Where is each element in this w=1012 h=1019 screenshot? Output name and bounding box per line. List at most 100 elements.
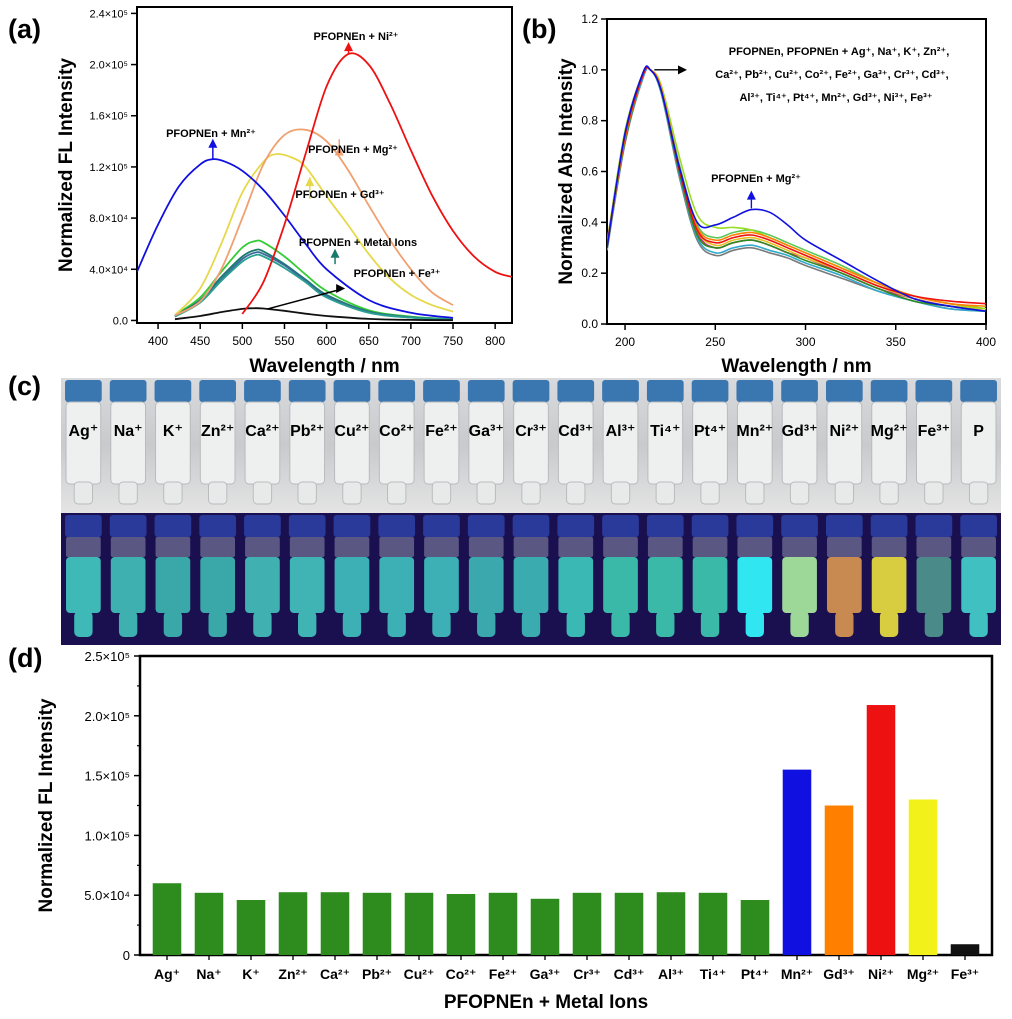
annotation-ni: PFOPNEn + Ni²⁺ xyxy=(314,31,399,43)
x-tick-label-b: 350 xyxy=(886,335,906,349)
series-line-b xyxy=(607,65,986,313)
vial-base-uv xyxy=(566,611,585,637)
vial-body-uv xyxy=(468,557,504,613)
x-tick-label-d: Ga³⁺ xyxy=(530,966,561,982)
y-tick-label-a: 0.0 xyxy=(113,315,128,327)
x-tick-label-d: Pt⁴⁺ xyxy=(741,966,769,982)
vial-label: Cr³⁺ xyxy=(515,423,547,440)
arrow-fe-shaft xyxy=(267,289,340,310)
panel-b-chart: 200 250 300 350 400 0.0 0.2 0.4 0.6 0.8 1.0 1.2 Wave… xyxy=(556,12,996,377)
arrow-mg-head xyxy=(334,146,344,156)
vial-label: Na⁺ xyxy=(114,423,143,440)
vial-cap-day xyxy=(602,380,639,402)
x-tick-label-a: 650 xyxy=(359,334,379,348)
vial-label: Pb²⁺ xyxy=(290,423,324,440)
vial-neck-uv xyxy=(826,537,862,557)
vial-cap-uv xyxy=(378,515,416,537)
vial-label: Al³⁺ xyxy=(606,423,636,440)
vial-cap-day xyxy=(65,380,102,402)
panel-label-b: (b) xyxy=(522,14,556,44)
vial-body-uv xyxy=(961,557,996,613)
vial-label: K⁺ xyxy=(163,423,183,440)
x-tick-label-a: 600 xyxy=(317,334,337,348)
vial-base-uv xyxy=(835,611,854,637)
vial-body-day xyxy=(65,401,102,485)
panel-d-chart: 0 5.0×10⁴ 1.0×10⁵ 1.5×10⁵ 2.0×10⁵ 2.5×10⁵ Ag⁺ N… xyxy=(36,649,994,1013)
y-tick-label-b: 0.4 xyxy=(581,215,598,229)
vial-neck-uv xyxy=(110,537,146,557)
vial-body-uv xyxy=(379,557,415,613)
bar xyxy=(530,898,560,955)
vial-body-day xyxy=(468,401,505,485)
series-group-b xyxy=(607,65,986,313)
x-tick-label-d: K⁺ xyxy=(242,966,260,982)
vial-cap-day xyxy=(109,380,147,402)
vial-neck-uv xyxy=(782,537,817,557)
panel-a-chart: 400 450 500 550 600 650 700 750 800 0.0 4.0×10⁴ 8.0… xyxy=(56,6,513,377)
vial-body-uv xyxy=(737,557,773,613)
y-tick-label-a: 8.0×10⁴ xyxy=(89,213,128,225)
x-axis-label-a: Wavelength / nm xyxy=(249,356,399,377)
series-line-a xyxy=(174,128,454,317)
vial-base-day xyxy=(566,481,586,505)
bar xyxy=(488,892,518,955)
vial-body-day xyxy=(736,401,773,485)
vial-cap-day xyxy=(423,380,460,402)
vial-base-day xyxy=(834,481,855,505)
vial-neck-uv xyxy=(558,537,594,557)
vial-base-day xyxy=(610,481,631,505)
vial-body-day xyxy=(960,401,997,485)
vial-base-day xyxy=(207,481,228,505)
x-tick-label-a: 450 xyxy=(190,334,210,348)
series-line-a xyxy=(174,307,454,322)
vial-neck-uv xyxy=(513,537,549,557)
arrow-gd-head xyxy=(305,177,315,187)
vial-label: Zn²⁺ xyxy=(201,423,234,440)
y-tick-label-a: 4.0×10⁴ xyxy=(89,264,128,276)
vial-body-day xyxy=(826,401,863,485)
bar xyxy=(572,892,602,955)
vial-cap-uv xyxy=(915,515,953,537)
panel-label-c: (c) xyxy=(8,371,41,401)
x-tick-label-d: Cd³⁺ xyxy=(614,966,645,982)
x-tick-label-a: 500 xyxy=(232,334,252,348)
plot-frame-a xyxy=(136,6,513,324)
vial-cap-uv xyxy=(244,515,281,537)
y-tick-label-d: 1.5×10⁵ xyxy=(84,769,130,784)
series-line-a xyxy=(137,158,454,319)
vial-cap-day xyxy=(557,380,595,402)
vial-body-day xyxy=(647,401,684,485)
vial-cap-uv xyxy=(423,515,460,537)
y-tick-label-b: 1.2 xyxy=(581,12,598,26)
x-tick-label-b: 200 xyxy=(615,335,635,349)
arrow-mn-head xyxy=(208,138,218,148)
vial-neck-uv xyxy=(245,537,280,557)
vial-base-uv xyxy=(208,611,227,637)
vial-body-day xyxy=(110,401,146,485)
vial-cap-uv xyxy=(781,515,818,537)
x-tick-label-d: Mn²⁺ xyxy=(781,966,813,982)
vial-body-day xyxy=(334,401,370,485)
y-axis-label-b: Normalized Abs Intensity xyxy=(556,58,577,285)
x-tick-label-d: Co²⁺ xyxy=(446,966,477,982)
vial-cap-day xyxy=(691,380,729,402)
panel-c-photo: Ag⁺ Na⁺ K⁺ Zn²⁺ Ca²⁺ Pb²⁺ Cu²⁺ Co²⁺ Fe²⁺ Ga³⁺ Cr³⁺… xyxy=(61,378,1001,645)
bar xyxy=(698,892,728,955)
y-tick-label-d: 2.0×10⁵ xyxy=(84,709,130,724)
vial-neck-uv xyxy=(379,537,415,557)
x-tick-label-d: Fe³⁺ xyxy=(951,966,979,982)
vial-label: Ti⁴⁺ xyxy=(650,423,680,440)
y-tick-label-b: 0.0 xyxy=(581,317,598,331)
vial-body-uv xyxy=(692,557,728,613)
vial-base-day xyxy=(73,481,94,505)
vial-cap-day xyxy=(199,380,237,402)
vial-base-day xyxy=(476,481,496,505)
vial-base-day xyxy=(297,481,317,505)
bar xyxy=(236,899,266,955)
vial-base-uv xyxy=(342,611,362,637)
vial-neck-uv xyxy=(66,537,101,557)
vial-cap-uv xyxy=(199,515,237,537)
vial-base-uv xyxy=(298,611,317,637)
vial-base-day xyxy=(968,481,989,505)
